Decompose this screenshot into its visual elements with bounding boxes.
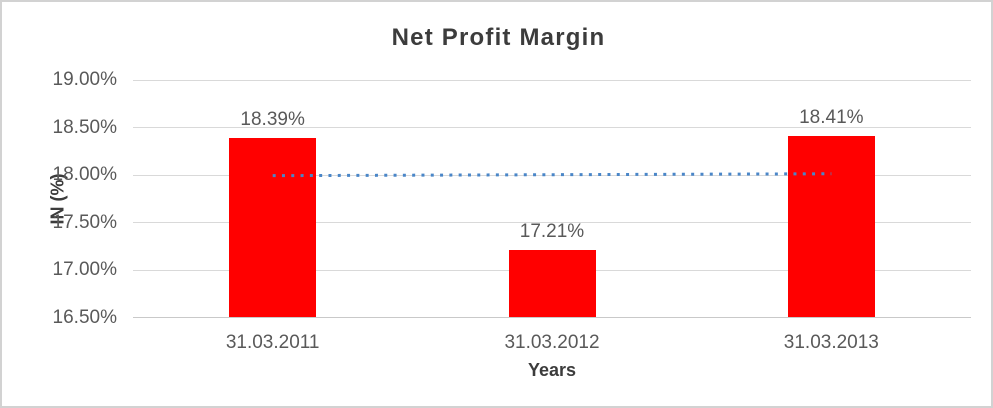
data-label: 18.41% [799,107,864,129]
gridline [133,79,971,81]
y-tick-label: 17.00% [52,259,117,280]
data-label: 18.39% [240,108,305,130]
x-axis-title: Years [527,360,577,380]
y-tick-label: 16.50% [52,306,117,328]
bar [787,136,875,318]
y-tick-label: 18.00% [52,164,117,185]
x-tick-label: 31.03.2013 [783,331,879,353]
bar [229,137,317,318]
x-tick-label: 31.03.2012 [504,331,600,353]
x-tick-label: 31.03.2011 [225,331,320,353]
gridline [133,222,971,223]
y-tick-label: 18.50% [52,116,117,138]
y-tick-label: 17.50% [52,211,117,233]
data-label: 17.21% [519,221,585,243]
bar [508,250,596,318]
x-axis-line [133,317,971,318]
gridline [133,127,971,128]
y-tick-label: 19.00% [52,69,117,90]
chart-title: Net Profit Margin [391,24,606,51]
